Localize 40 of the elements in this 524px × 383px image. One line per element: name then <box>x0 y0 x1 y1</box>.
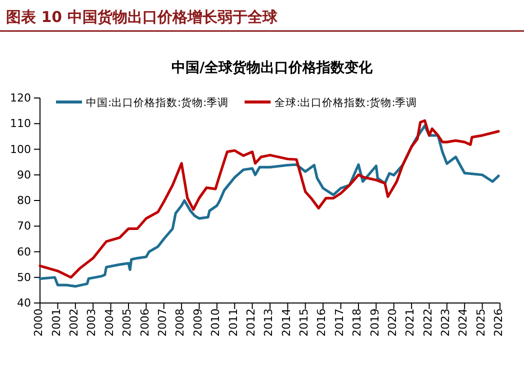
x-tick-label: 2006 <box>138 308 152 336</box>
y-tick-label: 40 <box>17 296 31 310</box>
legend-label: 全球:出口价格指数:货物:季调 <box>274 96 418 109</box>
x-tick-label: 2015 <box>298 308 311 336</box>
x-tick-label: 2011 <box>226 308 240 336</box>
x-tick-label: 2013 <box>262 308 276 336</box>
y-tick-label: 50 <box>17 270 31 284</box>
x-tick-label: 2002 <box>68 308 81 336</box>
x-tick-label: 2003 <box>85 308 98 336</box>
y-tick-label: 100 <box>10 142 31 156</box>
x-tick-label: 2004 <box>102 308 116 336</box>
x-tick-label: 2023 <box>439 308 452 336</box>
x-tick-label: 2018 <box>350 308 364 336</box>
x-tick-label: 2017 <box>332 308 346 336</box>
y-tick-label: 60 <box>17 245 31 258</box>
x-tick-label: 2008 <box>174 308 187 336</box>
x-tick-label: 2009 <box>191 308 204 336</box>
x-tick-label: 2026 <box>492 308 506 336</box>
x-tick-label: 2016 <box>315 308 328 336</box>
x-tick-label: 2000 <box>32 308 46 336</box>
y-tick-label: 80 <box>17 194 31 208</box>
y-tick-label: 70 <box>17 220 31 233</box>
x-tick-label: 2012 <box>244 308 258 336</box>
x-tick-label: 2021 <box>404 308 417 336</box>
x-tick-label: 2014 <box>280 308 293 336</box>
y-tick-label: 90 <box>17 168 31 182</box>
y-tick-label: 110 <box>10 117 31 130</box>
legend-label: 中国:出口价格指数:货物:季调 <box>86 96 229 109</box>
x-tick-label: 2001 <box>50 308 63 336</box>
chart-title: 中国/全球货物出口价格指数变化 <box>171 59 374 76</box>
y-tick-label: 120 <box>10 92 31 105</box>
chart-subtitle: 图表 10 中国货物出口价格增长弱于全球 <box>6 8 278 26</box>
x-tick-label: 2010 <box>209 308 222 336</box>
x-tick-label: 2022 <box>421 308 434 336</box>
x-tick-label: 2005 <box>120 308 134 336</box>
x-tick-label: 2019 <box>368 308 382 336</box>
x-tick-label: 2020 <box>386 308 399 336</box>
x-tick-label: 2025 <box>474 308 488 336</box>
x-tick-label: 2007 <box>156 308 169 336</box>
x-tick-label: 2024 <box>456 308 470 336</box>
